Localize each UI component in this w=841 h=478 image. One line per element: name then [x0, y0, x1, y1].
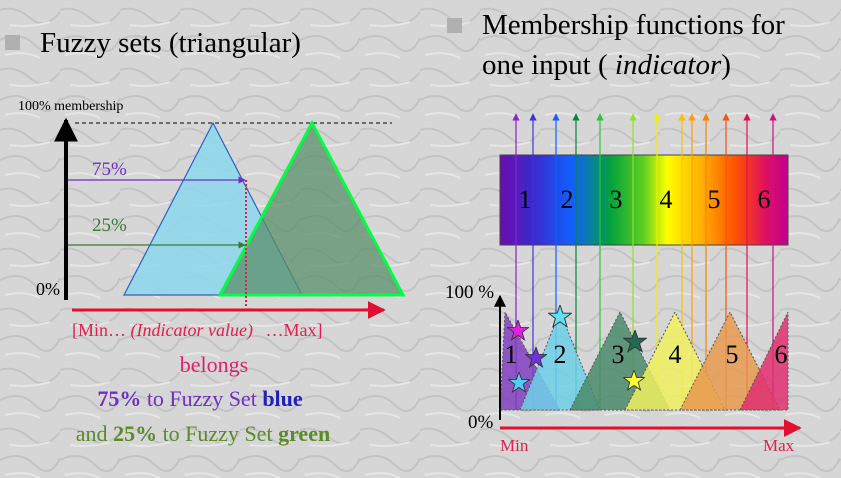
- bullet: [447, 18, 462, 33]
- set-label: 4: [669, 340, 682, 369]
- set-label: 3: [612, 340, 625, 369]
- x-axis-label: [Min… (Indicator value) …Max]: [72, 320, 322, 341]
- caption-set-name: green: [278, 421, 330, 446]
- caption-text: to Fuzzy Set: [147, 386, 257, 411]
- band-label: 2: [561, 185, 574, 214]
- title-text: ): [721, 49, 731, 81]
- title-text: one input (: [482, 49, 608, 81]
- caption-set-name: blue: [262, 386, 303, 411]
- x-axis-min: Min: [500, 436, 529, 455]
- right-title-line2: one input ( indicator): [482, 49, 731, 81]
- y-axis-zero-label: 0%: [36, 279, 60, 299]
- caption-line2: 75% to Fuzzy Set blue: [97, 386, 303, 411]
- set-label: 2: [554, 340, 567, 369]
- caption-text: to Fuzzy Set: [163, 421, 273, 446]
- spectrum-band: [499, 154, 789, 246]
- caption-line3: and 25% to Fuzzy Set green: [76, 421, 330, 446]
- x-axis-max: Max: [763, 436, 795, 455]
- title-italic: indicator: [615, 49, 722, 81]
- y-axis-top-label: 100% membership: [18, 99, 123, 114]
- caption-line1: belongs: [180, 352, 248, 377]
- caption-percent: 75%: [97, 386, 141, 411]
- y-axis-top-label: 100 %: [445, 282, 494, 303]
- band-label: 4: [660, 185, 673, 214]
- set-label: 5: [726, 340, 739, 369]
- y-axis-zero-label: 0%: [468, 412, 494, 433]
- x-axis-middle: (Indicator value): [131, 320, 253, 341]
- level-low-label: 25%: [92, 215, 127, 236]
- caption-text: and: [76, 421, 108, 446]
- caption-percent: 25%: [113, 421, 157, 446]
- set-label: 6: [775, 340, 788, 369]
- band-label: 3: [610, 185, 623, 214]
- left-title: Fuzzy sets (triangular): [40, 27, 301, 59]
- x-axis-max: …Max]: [265, 320, 322, 340]
- level-high-label: 75%: [92, 159, 127, 180]
- bullet: [5, 35, 20, 50]
- band-label: 1: [519, 185, 532, 214]
- band-label: 6: [758, 185, 771, 214]
- set-label: 1: [505, 340, 518, 369]
- right-title-line1: Membership functions for: [482, 9, 785, 41]
- set-6: [739, 311, 789, 411]
- green-fuzzy-set: [217, 119, 406, 297]
- band-label: 5: [708, 185, 721, 214]
- x-axis-min: [Min…: [72, 320, 126, 340]
